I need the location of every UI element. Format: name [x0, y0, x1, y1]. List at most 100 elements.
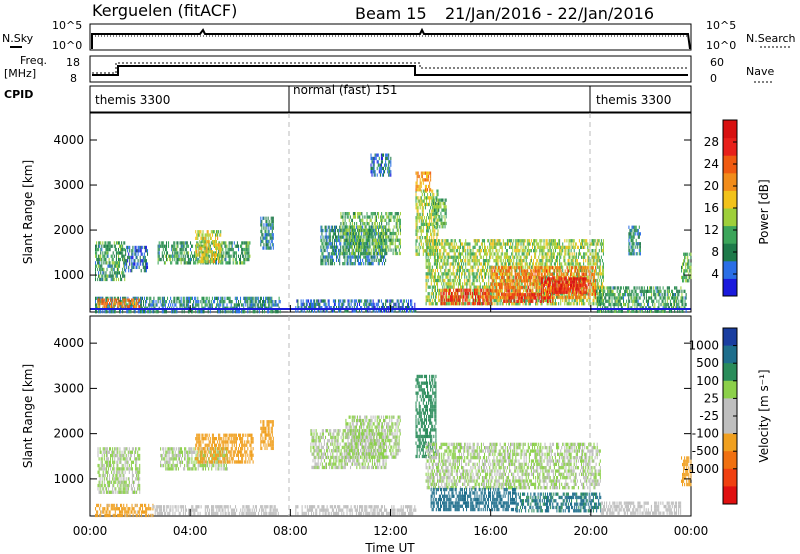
y-tick-label: 3000	[53, 381, 84, 395]
y-tick-label: 2000	[53, 427, 84, 441]
nave-trace	[92, 62, 688, 74]
cpid-segment-1: themis 3300	[95, 93, 170, 107]
nave-tick-top: 60	[710, 56, 724, 69]
velocity-patch-0	[97, 447, 141, 494]
cpid-segment-2: normal (fast) 151	[293, 83, 397, 97]
velocity-patch-2	[152, 505, 279, 516]
power-colorbar-swatch	[723, 208, 737, 227]
velocity-patch-8	[295, 505, 417, 516]
power-y-axis-label: Slant Range [km]	[21, 160, 35, 264]
power-colorbar-swatch	[723, 278, 737, 297]
noise-tick-left-bottom: 10^0	[52, 39, 82, 52]
velocity-cb-label: -500	[692, 444, 719, 458]
freq-panel: Freq. [MHz] 18 8 60 0 Nave	[4, 54, 774, 85]
nsky-trace	[91, 27, 691, 50]
x-tick-label: 16:00	[473, 524, 508, 538]
velocity-colorbar-swatch	[723, 380, 737, 399]
x-tick-label: 00:00	[674, 524, 709, 538]
power-colorbar-swatch	[723, 155, 737, 174]
velocity-colorbar-swatch	[723, 345, 737, 364]
power-colorbar-swatch	[723, 172, 737, 191]
power-patch-17	[540, 277, 587, 294]
power-patch-9	[340, 212, 401, 256]
power-colorbar-swatch	[723, 260, 737, 279]
velocity-colorbar-swatch	[723, 451, 737, 470]
velocity-colorbar-swatch	[723, 398, 737, 417]
velocity-colorbar-label: Velocity [m s⁻¹]	[757, 369, 771, 462]
velocity-cb-label: -1000	[684, 462, 719, 476]
power-patch-2	[95, 241, 126, 282]
power-patch-7	[295, 299, 417, 313]
power-colorbar: 4 8 12 16 20 24 28	[704, 119, 738, 297]
velocity-data-layer	[95, 374, 692, 518]
x-tick-label: 12:00	[373, 524, 408, 538]
x-tick-label: 08:00	[273, 524, 308, 538]
y-tick-label: 4000	[53, 336, 84, 350]
x-axis-ticks: 00:00 04:00 08:00 12:00 16:00 20:00 00:00	[73, 305, 709, 538]
power-patch-1	[97, 298, 141, 309]
power-cb-label: 20	[704, 179, 719, 193]
power-patch-18	[503, 293, 554, 304]
y-tick-label: 4000	[53, 133, 84, 147]
power-cb-label: 4	[711, 267, 719, 281]
power-colorbar-swatch	[723, 120, 737, 139]
nsky-label: N.Sky	[2, 32, 34, 45]
power-patch-20	[628, 225, 641, 256]
power-patch-13	[433, 198, 447, 229]
power-patch-21	[681, 252, 692, 283]
velocity-patch-4	[195, 433, 254, 464]
velocity-colorbar-swatch	[723, 433, 737, 452]
noise-tick-right-top: 10^5	[706, 19, 736, 32]
power-colorbar-swatch	[723, 137, 737, 156]
station-title: Kerguelen (fitACF)	[92, 1, 237, 20]
velocity-patch-14	[681, 456, 692, 487]
power-cb-label: 12	[704, 223, 719, 237]
noise-panel: N.Sky 10^5 10^0 10^5 10^0 N.Search	[2, 19, 796, 52]
velocity-colorbar: 1000 500 100 25 -25 -100 -500 -1000	[684, 327, 738, 505]
power-patch-10	[370, 153, 392, 177]
cpid-segment-3: themis 3300	[596, 93, 671, 107]
power-cb-label: 8	[711, 245, 719, 259]
power-colorbar-label: Power [dB]	[757, 179, 771, 244]
power-patch-15	[440, 288, 492, 306]
power-patch-3	[125, 245, 149, 273]
power-cb-label: 16	[704, 201, 719, 215]
velocity-cb-label: -100	[692, 427, 719, 441]
velocity-cb-label: 100	[696, 374, 719, 388]
noise-tick-left-top: 10^5	[52, 19, 82, 32]
velocity-colorbar-swatch	[723, 486, 737, 505]
velocity-patch-11	[430, 487, 517, 512]
velocity-cb-label: 25	[704, 391, 719, 405]
velocity-patch-12	[515, 492, 602, 513]
velocity-colorbar-swatch	[723, 328, 737, 347]
freq-label-line1: Freq.	[20, 54, 47, 67]
velocity-y-axis-label: Slant Range [km]	[21, 364, 35, 468]
power-patch-12	[415, 171, 432, 192]
power-data-layer	[90, 153, 692, 314]
power-patch-19	[595, 286, 687, 313]
power-cb-label: 28	[704, 135, 719, 149]
cpid-label: CPID	[4, 88, 33, 101]
frequency-trace	[92, 65, 688, 76]
x-axis-label: Time UT	[364, 541, 415, 554]
y-tick-label: 1000	[53, 268, 84, 282]
velocity-cb-label: -25	[699, 409, 719, 423]
power-colorbar-swatch	[723, 190, 737, 209]
nave-tick-bottom: 0	[710, 72, 717, 85]
power-panel: 1000 2000 3000 4000 Slant Range [km]	[21, 112, 692, 314]
y-tick-label: 3000	[53, 178, 84, 192]
x-tick-label: 00:00	[73, 524, 108, 538]
x-tick-label: 20:00	[574, 524, 609, 538]
date-range: 21/Jan/2016 - 22/Jan/2016	[445, 4, 654, 23]
x-tick-label: 04:00	[173, 524, 208, 538]
velocity-patch-1	[95, 503, 154, 518]
freq-label-line2: [MHz]	[4, 67, 36, 80]
power-y-ticks: 1000 2000 3000 4000	[53, 133, 691, 282]
power-colorbar-swatch	[723, 243, 737, 262]
velocity-colorbar-swatch	[723, 416, 737, 435]
cpid-panel: CPID themis 3300 normal (fast) 151 themi…	[4, 83, 692, 113]
noise-tick-right-bottom: 10^0	[706, 39, 736, 52]
velocity-patch-13	[600, 501, 682, 515]
velocity-colorbar-swatch	[723, 468, 737, 487]
